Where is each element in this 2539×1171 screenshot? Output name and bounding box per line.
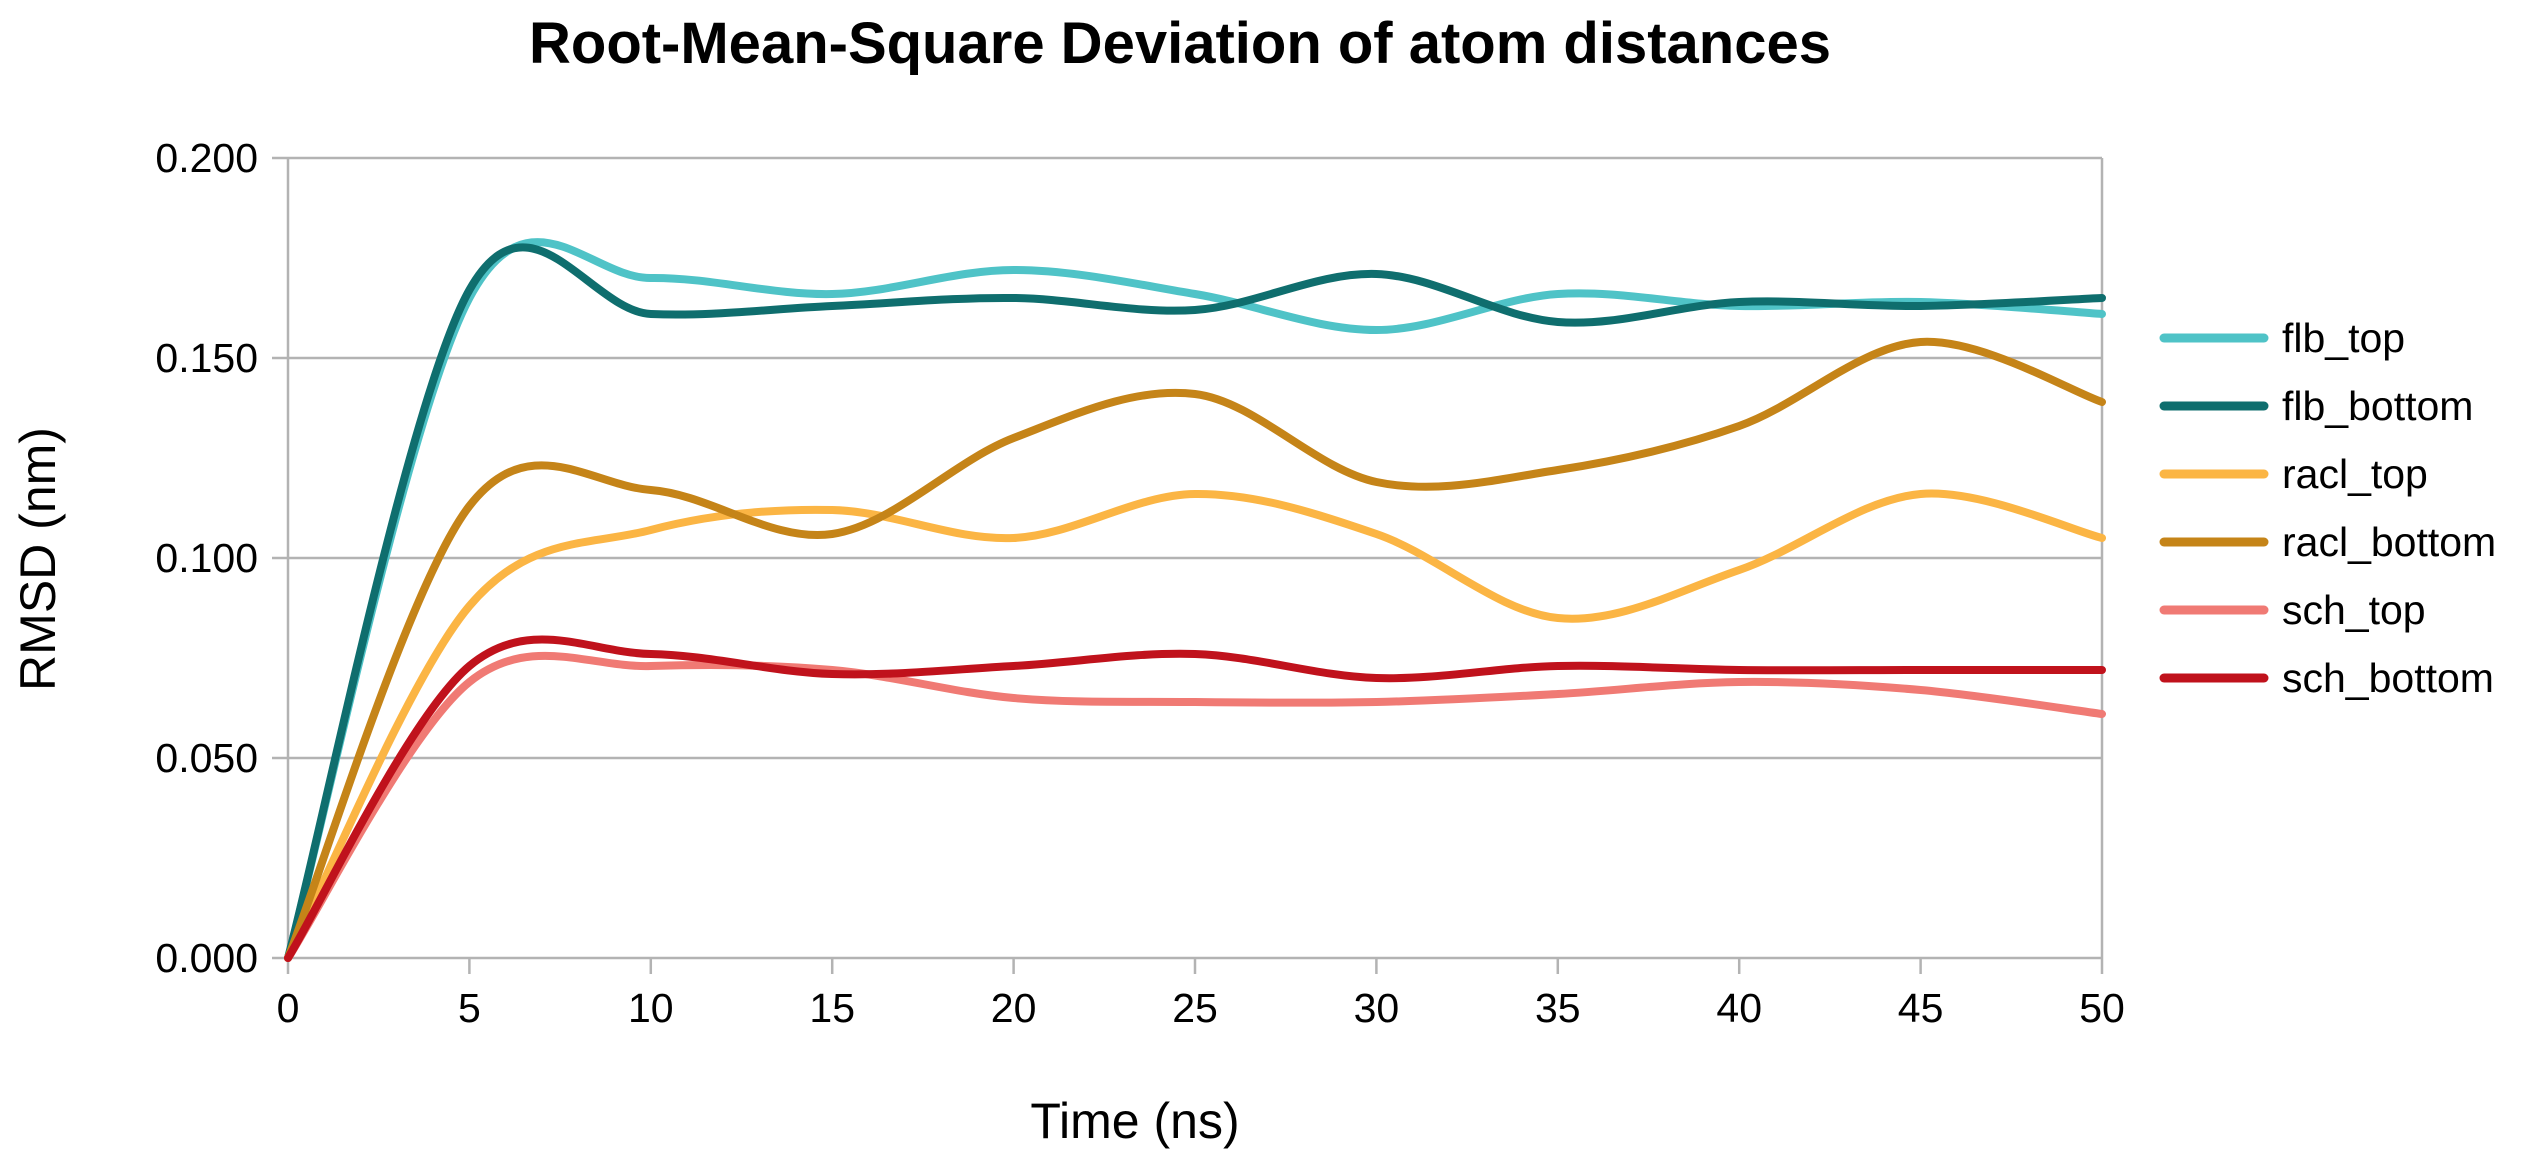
y-tick-label: 0.000 xyxy=(155,935,258,981)
y-tick-label: 0.100 xyxy=(155,535,258,581)
legend-label: racl_bottom xyxy=(2282,519,2496,565)
series-line-sch-top xyxy=(284,651,2106,962)
x-axis-label: Time (ns) xyxy=(1030,1093,1239,1149)
legend-label: flb_top xyxy=(2282,315,2405,361)
legend: flb_top flb_bottom racl_top racl_bottom sch_… xyxy=(2159,315,2496,701)
x-tick-label: 5 xyxy=(458,985,481,1031)
y-tick-label: 0.150 xyxy=(155,335,258,381)
series-line-racl-bottom xyxy=(284,337,2106,962)
tick-labels: 0.000 0.050 0.100 0.150 0.200 0 5 10 15 20 25 30 35 4… xyxy=(155,135,2124,1031)
legend-label: sch_top xyxy=(2282,587,2426,633)
x-tick-label: 45 xyxy=(1898,985,1944,1031)
chart-title: Root-Mean-Square Deviation of atom dista… xyxy=(529,11,1831,76)
x-tick-label: 15 xyxy=(809,985,855,1031)
x-tick-label: 30 xyxy=(1354,985,1400,1031)
x-tick-label: 20 xyxy=(991,985,1037,1031)
x-tick-label: 10 xyxy=(628,985,674,1031)
y-tick-label: 0.050 xyxy=(155,735,258,781)
y-tick-label: 0.200 xyxy=(155,135,258,181)
x-tick-label: 50 xyxy=(2079,985,2125,1031)
series-line-flb-top xyxy=(284,238,2106,962)
y-axis-label: RMSD (nm) xyxy=(10,427,66,691)
legend-label: sch_bottom xyxy=(2282,655,2494,701)
series-line-racl-top xyxy=(284,489,2106,962)
grid-lines xyxy=(288,156,2102,960)
legend-label: racl_top xyxy=(2282,451,2428,497)
series-lines xyxy=(284,238,2106,962)
series-line-sch-bottom xyxy=(284,635,2106,962)
series-line-flb-bottom xyxy=(284,243,2106,962)
legend-label: flb_bottom xyxy=(2282,383,2473,429)
x-tick-label: 35 xyxy=(1535,985,1581,1031)
axes xyxy=(272,156,2104,974)
x-tick-label: 25 xyxy=(1172,985,1218,1031)
x-tick-label: 0 xyxy=(277,985,300,1031)
x-tick-label: 40 xyxy=(1716,985,1762,1031)
